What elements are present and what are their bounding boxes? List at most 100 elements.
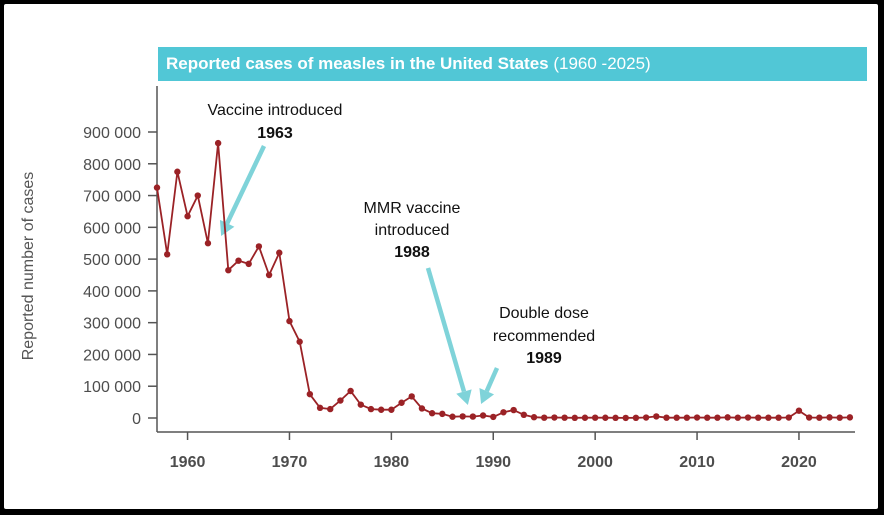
data-point <box>296 338 303 345</box>
data-point <box>775 414 782 421</box>
data-point <box>377 406 385 413</box>
data-point <box>204 240 212 247</box>
data-point <box>785 414 792 421</box>
y-axis-label: Reported number of cases <box>20 172 37 361</box>
data-point <box>510 406 517 414</box>
data-point <box>805 414 813 421</box>
y-tick-label: 800 000 <box>83 157 141 174</box>
y-tick-label: 100 000 <box>83 379 141 396</box>
data-point <box>500 409 507 416</box>
data-point <box>530 414 538 421</box>
y-tick-label: 300 000 <box>83 316 141 333</box>
data-point <box>184 213 191 220</box>
data-point <box>642 414 650 421</box>
data-point <box>255 243 263 250</box>
annotation-double-dose-line1: Double dose <box>499 305 589 322</box>
data-point <box>836 414 843 421</box>
data-point <box>398 399 405 406</box>
data-point <box>714 414 721 421</box>
data-point <box>653 413 660 420</box>
data-point <box>724 414 731 421</box>
data-point <box>469 413 477 420</box>
data-point <box>428 410 436 417</box>
data-point <box>693 414 701 421</box>
y-tick-label: 600 000 <box>83 220 141 237</box>
data-point <box>306 390 314 398</box>
data-point <box>571 414 578 422</box>
y-tick-label: 0 <box>132 411 141 428</box>
annotation-vaccine-year: 1963 <box>257 125 293 142</box>
annotation-mmr-text-line1: MMR vaccine <box>364 200 461 217</box>
data-point <box>235 257 242 264</box>
annotation-mmr-text-line2: introduced <box>375 222 450 239</box>
data-point <box>846 414 854 421</box>
data-point <box>459 413 466 420</box>
data-point <box>347 387 354 395</box>
data-point <box>541 414 548 421</box>
data-point <box>163 251 171 258</box>
data-point <box>388 406 395 413</box>
data-point <box>704 414 711 421</box>
data-point <box>602 414 609 421</box>
data-point <box>551 414 558 421</box>
y-tick-label: 900 000 <box>83 125 141 142</box>
chart-frame: Reported cases of measles in the United … <box>4 4 878 509</box>
y-tick-label: 500 000 <box>83 252 141 269</box>
data-point <box>408 393 415 400</box>
data-point <box>816 414 823 421</box>
data-point <box>520 411 528 419</box>
data-point <box>683 414 691 421</box>
y-tick-label: 400 000 <box>83 284 141 301</box>
data-point <box>194 192 201 199</box>
x-tick-label: 2020 <box>781 454 817 471</box>
data-point <box>744 414 752 421</box>
chart-title-range: (1960 -2025) <box>553 54 651 73</box>
data-point <box>561 414 568 421</box>
y-tick-label: 700 000 <box>83 189 141 206</box>
data-point <box>449 413 456 420</box>
x-tick-label: 2010 <box>679 454 715 471</box>
x-tick-label: 2000 <box>577 454 613 471</box>
arrow-mmr-1988 <box>425 267 472 405</box>
data-point <box>357 401 364 408</box>
x-tick-label: 1990 <box>475 454 511 471</box>
data-point <box>673 414 680 421</box>
data-point <box>632 414 640 422</box>
data-point <box>826 414 833 421</box>
data-point <box>795 407 803 414</box>
data-point <box>214 139 222 147</box>
x-tick-label: 1980 <box>374 454 410 471</box>
data-point <box>316 404 324 412</box>
annotation-double-dose-line2: recommended <box>493 328 595 345</box>
data-point <box>286 317 293 325</box>
x-tick-label: 1960 <box>170 454 206 471</box>
data-point <box>734 414 742 421</box>
annotation-vaccine-text: Vaccine introduced <box>208 102 343 119</box>
chart-title-bar: Reported cases of measles in the United … <box>158 47 867 81</box>
data-point <box>490 413 497 421</box>
series-line-reported-cases <box>156 143 850 419</box>
data-point <box>612 414 619 422</box>
data-point <box>265 271 273 279</box>
data-point <box>581 414 589 421</box>
data-point <box>153 184 161 191</box>
arrow-vaccine-1963 <box>219 145 267 236</box>
data-point <box>663 414 670 421</box>
data-point <box>418 405 426 412</box>
x-tick-label: 1970 <box>272 454 308 471</box>
data-point <box>327 405 334 413</box>
arrow-double-dose-1989 <box>479 367 500 404</box>
y-tick-label: 200 000 <box>83 347 141 364</box>
data-point <box>337 397 344 404</box>
data-point <box>591 414 599 421</box>
chart-title: Reported cases of measles in the United … <box>166 54 549 73</box>
data-point <box>225 267 232 274</box>
data-point <box>765 414 772 421</box>
data-point <box>622 414 629 422</box>
data-point <box>754 414 762 421</box>
data-point <box>479 412 487 419</box>
data-point <box>439 410 446 418</box>
data-point <box>367 405 375 413</box>
annotation-double-dose-year: 1989 <box>526 350 562 367</box>
